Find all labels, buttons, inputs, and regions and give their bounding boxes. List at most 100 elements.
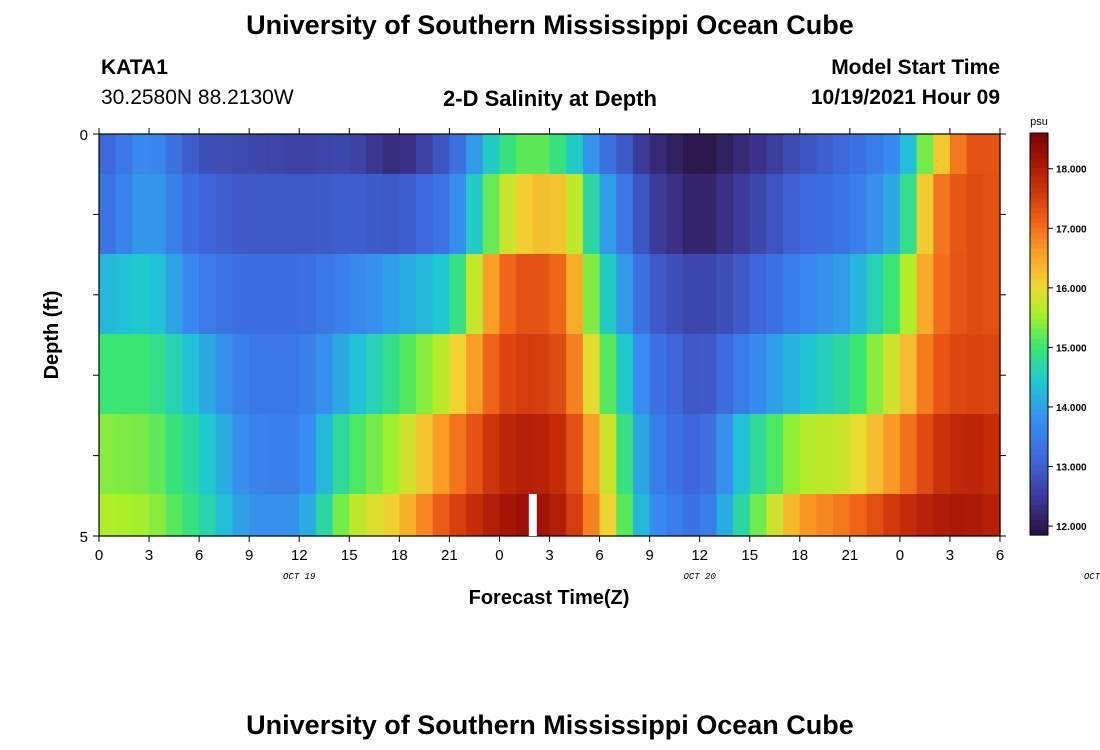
x-tick-label: 21 bbox=[841, 547, 858, 564]
heatmap-cell bbox=[249, 174, 267, 254]
heatmap-cell bbox=[516, 174, 534, 254]
heatmap-cell bbox=[616, 134, 634, 174]
heatmap-cell bbox=[349, 494, 367, 536]
y-tick-label: 5 bbox=[80, 529, 88, 546]
heatmap-cell bbox=[482, 174, 501, 254]
colorbar-segment bbox=[1030, 439, 1048, 446]
heatmap-cell bbox=[215, 414, 234, 494]
heatmap-cell bbox=[816, 174, 834, 254]
heatmap-cell bbox=[783, 414, 801, 494]
heatmap-cell bbox=[833, 134, 851, 174]
colorbar: 12.000 13.000 14.000 15.000 16.000 17.000 18.0… bbox=[1029, 116, 1087, 536]
heatmap-cell bbox=[232, 174, 250, 254]
heatmap-cell bbox=[232, 254, 250, 334]
heatmap-cell bbox=[332, 174, 350, 254]
colorbar-segment bbox=[1030, 283, 1048, 290]
colorbar-segment bbox=[1030, 444, 1048, 451]
y-tick-label: 0 bbox=[80, 127, 88, 144]
heatmap-cell bbox=[132, 494, 150, 536]
colorbar-segment bbox=[1030, 298, 1048, 305]
colorbar-tick-label: 16.000 bbox=[1056, 284, 1087, 295]
colorbar-segment bbox=[1030, 263, 1048, 270]
colorbar-segment bbox=[1030, 188, 1048, 194]
colorbar-tick-label: 18.000 bbox=[1056, 165, 1087, 176]
heatmap-cell bbox=[933, 254, 951, 334]
heatmap-cell bbox=[299, 254, 317, 334]
heatmap-cell bbox=[949, 254, 968, 334]
heatmap-cell bbox=[766, 174, 784, 254]
heatmap-cell bbox=[232, 414, 250, 494]
heatmap-cell bbox=[666, 334, 684, 414]
heatmap-cell bbox=[666, 174, 684, 254]
heatmap-cell bbox=[649, 334, 667, 414]
heatmap-cell bbox=[599, 414, 617, 494]
heatmap-cell bbox=[349, 414, 367, 494]
heatmap-cell bbox=[199, 254, 217, 334]
heatmap-cell bbox=[566, 414, 584, 494]
colorbar-segment bbox=[1030, 394, 1048, 400]
colorbar-segment bbox=[1030, 499, 1048, 506]
heatmap-cell bbox=[799, 174, 818, 254]
colorbar-segment bbox=[1030, 529, 1048, 536]
heatmap-cell bbox=[616, 494, 634, 536]
heatmap-cell bbox=[849, 254, 868, 334]
heatmap-cell bbox=[199, 414, 217, 494]
colorbar-segment bbox=[1030, 163, 1048, 169]
heatmap-cell bbox=[132, 134, 150, 174]
heatmap-cell bbox=[332, 134, 350, 174]
heatmap-cell bbox=[215, 254, 234, 334]
heatmap-cell bbox=[349, 134, 367, 174]
colorbar-segment bbox=[1030, 193, 1048, 199]
heatmap-cell bbox=[983, 494, 1001, 536]
colorbar-segment bbox=[1030, 153, 1048, 159]
heatmap-cell bbox=[682, 414, 701, 494]
heatmap-cell bbox=[682, 254, 701, 334]
current-time-marker bbox=[528, 494, 537, 536]
heatmap-cell bbox=[499, 174, 517, 254]
heatmap-cell bbox=[916, 174, 934, 254]
heatmap-cell bbox=[199, 134, 217, 174]
colorbar-tick-label: 15.000 bbox=[1056, 343, 1087, 354]
heatmap-cell bbox=[299, 334, 317, 414]
heatmap-cell bbox=[382, 334, 400, 414]
heatmap-cell bbox=[382, 254, 400, 334]
colorbar-segment bbox=[1030, 334, 1048, 340]
colorbar-segment bbox=[1030, 469, 1048, 476]
colorbar-segment bbox=[1030, 369, 1048, 375]
heatmap-cell bbox=[916, 494, 934, 536]
heatmap-cell bbox=[399, 174, 417, 254]
heatmap-cell bbox=[783, 494, 801, 536]
heatmap-cell bbox=[416, 174, 434, 254]
heatmap-cell bbox=[332, 414, 350, 494]
heatmap-cell bbox=[916, 334, 934, 414]
heatmap-cell bbox=[949, 334, 968, 414]
colorbar-segment bbox=[1030, 454, 1048, 461]
colorbar-segment bbox=[1030, 273, 1048, 280]
heatmap-cell bbox=[883, 174, 901, 254]
heatmap-cell bbox=[566, 174, 584, 254]
date-label: OCT 19 bbox=[283, 572, 316, 582]
colorbar-segment bbox=[1030, 168, 1048, 174]
heatmap-cell bbox=[182, 414, 200, 494]
heatmap-cell bbox=[149, 334, 167, 414]
heatmap-cell bbox=[516, 134, 534, 174]
colorbar-segment bbox=[1030, 238, 1048, 245]
heatmap-cell bbox=[199, 174, 217, 254]
colorbar-segment bbox=[1030, 213, 1048, 220]
heatmap-cell bbox=[749, 174, 768, 254]
heatmap-cell bbox=[182, 134, 200, 174]
heatmap-cell bbox=[249, 334, 267, 414]
heatmap-cell bbox=[516, 254, 534, 334]
heatmap-cell bbox=[149, 174, 167, 254]
heatmap-cell bbox=[416, 494, 434, 536]
heatmap-cell bbox=[916, 414, 934, 494]
colorbar-segment bbox=[1030, 208, 1048, 215]
heatmap-cell bbox=[949, 414, 968, 494]
x-tick-label: 9 bbox=[245, 547, 253, 564]
x-tick-label: 21 bbox=[441, 547, 458, 564]
colorbar-segment bbox=[1030, 399, 1048, 405]
colorbar-tick-label: 14.000 bbox=[1056, 403, 1087, 414]
date-label: OCT 21 bbox=[1084, 572, 1100, 582]
heatmap-cell bbox=[899, 134, 918, 174]
